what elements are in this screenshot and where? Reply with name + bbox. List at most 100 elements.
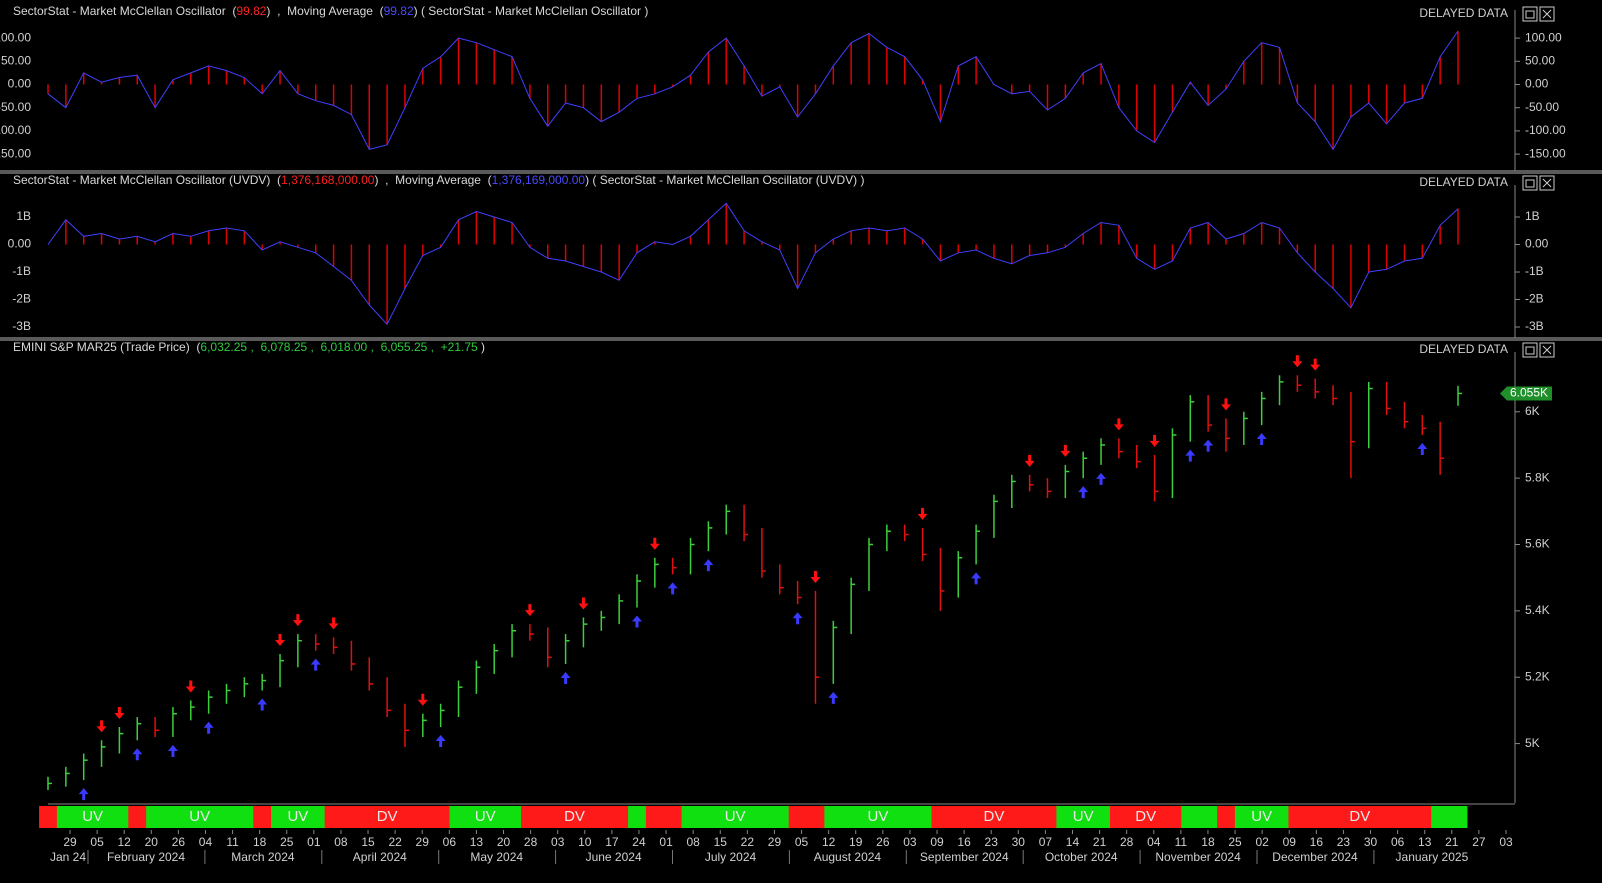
regime-label: DV xyxy=(564,808,585,825)
regime-cell xyxy=(1038,806,1057,828)
y-tick-label-left: -100.00 xyxy=(0,123,31,137)
regime-cell xyxy=(753,806,772,828)
buy-signal xyxy=(1203,439,1214,452)
regime-cell xyxy=(717,806,736,828)
x-day-label: 04 xyxy=(1147,835,1161,849)
regime-cell xyxy=(1449,806,1468,828)
regime-cell xyxy=(467,806,486,828)
regime-cell xyxy=(1252,806,1272,828)
sell-signal xyxy=(578,597,589,610)
regime-cell xyxy=(181,806,201,828)
regime-cell xyxy=(699,806,718,828)
close-button[interactable] xyxy=(1539,6,1555,22)
regime-label: UV xyxy=(189,808,210,825)
y-tick-label: 0.00 xyxy=(1525,77,1549,91)
maximize-button[interactable] xyxy=(1522,342,1538,358)
x-day-label: 22 xyxy=(388,835,402,849)
header-part: , xyxy=(427,340,440,354)
buy-signal xyxy=(1096,472,1107,485)
x-month-label: May 2024 xyxy=(470,850,523,864)
regime-cell xyxy=(1092,806,1111,828)
buy-signal xyxy=(1256,433,1267,446)
regime-cell xyxy=(378,806,397,828)
regime-label: UV xyxy=(1073,808,1094,825)
x-day-label: 29 xyxy=(768,835,782,849)
buy-signal xyxy=(703,559,714,572)
x-day-label: 18 xyxy=(253,835,267,849)
x-day-label: 23 xyxy=(1337,835,1351,849)
maximize-button[interactable] xyxy=(1522,175,1538,191)
panel-header: SectorStat - Market McClellan Oscillator… xyxy=(13,4,648,18)
x-month-label: Jan 24 xyxy=(50,850,86,864)
y-tick-label: 5.8K xyxy=(1525,470,1550,484)
x-day-label: 28 xyxy=(524,835,538,849)
x-day-label: 21 xyxy=(1093,835,1107,849)
x-day-label: 03 xyxy=(551,835,565,849)
regime-cell xyxy=(592,806,611,828)
delayed-label: DELAYED DATA xyxy=(1419,342,1508,356)
last-price-tag xyxy=(1500,386,1552,401)
x-day-label: 29 xyxy=(416,835,430,849)
sell-signal xyxy=(1292,355,1303,368)
x-day-label: 16 xyxy=(1310,835,1324,849)
header-part: ) xyxy=(478,340,485,354)
x-day-label: 04 xyxy=(199,835,213,849)
x-day-label: 30 xyxy=(1364,835,1378,849)
x-day-label: 08 xyxy=(686,835,700,849)
regime-cell xyxy=(306,806,326,828)
x-day-label: 25 xyxy=(280,835,294,849)
y-tick-label-left: 50.00 xyxy=(1,53,31,67)
x-day-label: 03 xyxy=(903,835,917,849)
x-day-label: 25 xyxy=(1228,835,1242,849)
regime-cell xyxy=(574,806,593,828)
x-day-label: 05 xyxy=(795,835,809,849)
header-part: SectorStat - Market McClellan Oscillator… xyxy=(13,173,281,187)
regime-cell xyxy=(985,806,1004,828)
x-day-label: 19 xyxy=(849,835,863,849)
regime-cell xyxy=(788,806,808,828)
y-tick-label-left: 100.00 xyxy=(0,30,31,44)
regime-cell xyxy=(1413,806,1432,828)
regime-cell xyxy=(74,806,94,828)
regime-cell xyxy=(1217,806,1236,828)
buy-signal xyxy=(203,721,214,734)
sell-signal xyxy=(185,680,196,693)
maximize-button[interactable] xyxy=(1522,6,1538,22)
x-day-label: 15 xyxy=(714,835,728,849)
regime-cell xyxy=(913,806,932,828)
header-part: 6,018.00 xyxy=(321,340,368,354)
x-month-label: January 2025 xyxy=(1396,850,1469,864)
y-tick-label-left: -50.00 xyxy=(0,100,31,114)
x-month-label: July 2024 xyxy=(705,850,757,864)
x-day-label: 10 xyxy=(578,835,592,849)
x-month-label: October 2024 xyxy=(1045,850,1118,864)
header-part: ) ( SectorStat - Market McClellan Oscill… xyxy=(414,4,649,18)
window-controls[interactable] xyxy=(1522,6,1555,358)
buy-signal xyxy=(1078,486,1089,499)
x-day-label: 11 xyxy=(1175,835,1188,849)
sell-signal xyxy=(1220,398,1231,411)
x-day-label: 01 xyxy=(307,835,321,849)
regime-cell xyxy=(485,806,504,828)
last-price-label: 6.055K xyxy=(1510,386,1548,400)
regime-label: DV xyxy=(984,808,1005,825)
x-day-label: 26 xyxy=(172,835,186,849)
regime-cell xyxy=(610,806,629,828)
regime-label: UV xyxy=(1251,808,1272,825)
regime-cell xyxy=(396,806,415,828)
header-part: 6,032.25 xyxy=(200,340,247,354)
buy-signal xyxy=(631,615,642,628)
x-day-label: 01 xyxy=(659,835,673,849)
delayed-label: DELAYED DATA xyxy=(1419,6,1508,20)
close-button[interactable] xyxy=(1539,175,1555,191)
y-tick-label-left: 0.00 xyxy=(8,237,32,251)
close-button[interactable] xyxy=(1539,342,1555,358)
sell-signal xyxy=(524,604,535,617)
buy-signal xyxy=(310,658,321,671)
regime-cell xyxy=(56,806,76,828)
x-day-label: 09 xyxy=(930,835,944,849)
buy-signal xyxy=(792,612,803,625)
regime-cell xyxy=(645,806,665,828)
regime-label: DV xyxy=(1135,808,1156,825)
